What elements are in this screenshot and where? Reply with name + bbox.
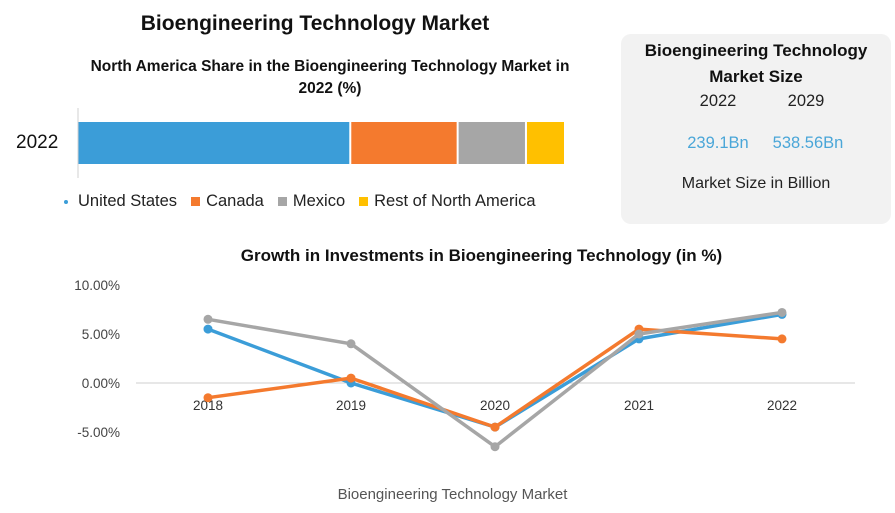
line-chart-title: Growth in Investments in Bioengineering … [240, 246, 723, 265]
main-title: Bioengineering Technology Market [140, 12, 490, 35]
market-size-value-2022: 239.1Bn [687, 134, 749, 152]
legend-label-rest-of-north-america: Rest of North America [374, 192, 536, 210]
legend-item-united-states: United States [64, 192, 177, 211]
market-size-year-2022: 2022 [699, 92, 737, 110]
bar-category-label: 2022 [16, 132, 59, 153]
series-point-0-2018 [203, 324, 213, 334]
x-tick-label-2020: 2020 [480, 398, 510, 413]
footer-caption: Bioengineering Technology Market [337, 486, 568, 503]
legend-swatch-canada [191, 197, 201, 206]
series-point-2-2022 [777, 307, 787, 317]
bar-segment-united-states [78, 122, 350, 164]
series-point-2-2019 [346, 339, 356, 349]
y-tick-label: 0.00% [82, 376, 120, 391]
legend-swatch-rest-of-north-america [359, 197, 369, 206]
bar-legend: United States Canada Mexico Rest of Nort… [64, 192, 550, 211]
market-size-year-2029: 2029 [787, 92, 825, 110]
series-point-2-2020 [490, 442, 500, 452]
legend-item-canada: Canada [191, 192, 264, 211]
bar-segment-canada [351, 122, 457, 164]
x-tick-label-2018: 2018 [193, 398, 223, 413]
legend-item-mexico: Mexico [277, 192, 346, 211]
stacked-bar-chart [77, 108, 564, 178]
legend-label-mexico: Mexico [292, 192, 346, 210]
legend-label-canada: Canada [206, 192, 264, 210]
series-point-2-2018 [203, 314, 213, 324]
market-size-panel: Bioengineering Technology Market Size 20… [621, 34, 891, 224]
series-point-2-2021 [634, 329, 644, 339]
legend-swatch-united-states [64, 199, 68, 204]
market-size-note: Market Size in Billion [681, 175, 831, 192]
market-size-title: Bioengineering Technology Market Size [644, 41, 868, 86]
x-tick-label-2021: 2021 [624, 398, 654, 413]
y-tick-label: 10.00% [74, 278, 120, 293]
x-tick-label-2022: 2022 [767, 398, 797, 413]
y-tick-label: 5.00% [82, 327, 120, 342]
y-tick-label: -5.00% [77, 425, 120, 440]
legend-item-rest-of-north-america: Rest of North America [359, 192, 536, 211]
line-chart: 10.00% 5.00% 0.00% -5.00% 2018 2019 2020 2021 20… [74, 278, 855, 452]
legend-swatch-mexico [277, 197, 287, 206]
series-point-1-2019 [346, 373, 356, 383]
x-tick-label-2019: 2019 [336, 398, 366, 413]
bar-chart-title: North America Share in the Bioengineerin… [90, 58, 570, 97]
legend-label-united-states: United States [78, 192, 178, 210]
bar-segment-mexico [458, 122, 525, 164]
bar-segment-rest-of-north-america [526, 122, 564, 164]
market-size-value-2029: 538.56Bn [772, 134, 844, 152]
series-point-1-2018 [203, 393, 213, 403]
series-point-1-2022 [777, 334, 787, 344]
series-point-1-2020 [490, 422, 500, 432]
